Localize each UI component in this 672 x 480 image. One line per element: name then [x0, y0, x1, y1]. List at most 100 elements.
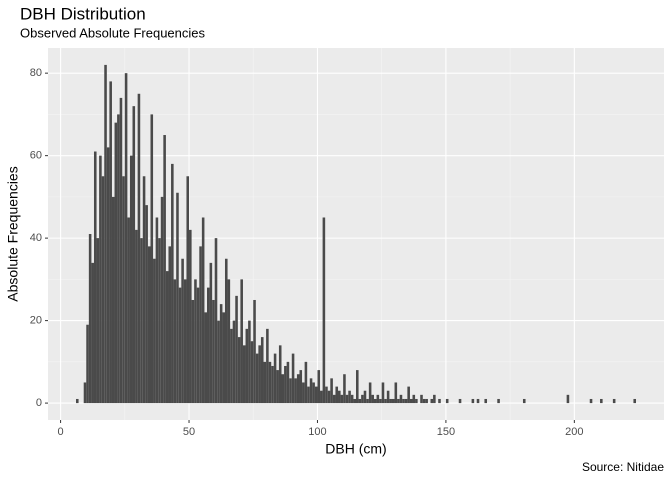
bar	[106, 147, 110, 404]
bar	[386, 390, 390, 404]
bar	[366, 398, 369, 404]
bar	[407, 386, 410, 404]
bar	[217, 320, 220, 404]
bar	[119, 97, 123, 404]
bar	[422, 398, 426, 404]
bar	[201, 217, 205, 404]
bar	[91, 262, 94, 404]
bar	[327, 390, 331, 404]
bar	[338, 390, 341, 404]
bar	[173, 279, 177, 404]
bar	[358, 398, 362, 404]
bar	[240, 279, 243, 404]
bar	[271, 365, 274, 404]
bar	[350, 394, 354, 404]
bar	[332, 394, 336, 404]
bar	[189, 229, 192, 404]
bar	[253, 299, 256, 404]
bar	[224, 258, 228, 404]
bar	[129, 155, 133, 404]
bar	[302, 382, 305, 404]
bar	[633, 398, 636, 404]
bar	[471, 398, 475, 404]
bar	[88, 234, 92, 404]
bar	[101, 176, 105, 404]
bar	[96, 238, 100, 404]
bar	[340, 394, 344, 404]
bar	[612, 398, 616, 404]
y-tick-label: 80	[30, 67, 42, 79]
bar	[204, 312, 208, 404]
bar	[196, 287, 200, 404]
chart-title: DBH Distribution	[20, 4, 146, 23]
bar	[353, 398, 356, 404]
bar	[207, 287, 210, 404]
bar	[86, 324, 89, 404]
bar	[320, 390, 323, 404]
bar	[430, 398, 434, 404]
bar	[522, 398, 526, 404]
x-tick-label: 100	[308, 426, 326, 438]
bar	[194, 279, 197, 404]
bar	[458, 398, 462, 404]
bar	[263, 361, 267, 404]
bar	[124, 73, 128, 404]
bar	[104, 64, 107, 404]
bar	[589, 398, 593, 404]
x-tick-label: 50	[183, 426, 195, 438]
bar	[425, 398, 428, 404]
bar	[165, 271, 169, 404]
bar	[230, 328, 233, 404]
bar	[212, 299, 215, 404]
bar	[307, 386, 310, 404]
bar	[402, 398, 405, 404]
bar	[155, 217, 159, 404]
bar	[330, 378, 333, 404]
bar	[304, 361, 308, 404]
bar	[363, 390, 367, 404]
bar	[381, 382, 385, 404]
bar	[373, 398, 377, 404]
bar	[227, 279, 231, 404]
bar	[99, 155, 102, 404]
bar	[171, 163, 174, 404]
y-tick-label: 20	[30, 315, 42, 327]
bar	[278, 345, 282, 404]
bar	[484, 398, 488, 404]
bar	[476, 398, 480, 404]
bar	[132, 106, 136, 404]
bar	[312, 382, 315, 404]
y-tick-label: 60	[30, 150, 42, 162]
bar	[284, 365, 287, 404]
bar	[273, 353, 277, 404]
bar	[163, 135, 166, 404]
bar	[404, 398, 408, 404]
bar	[176, 192, 179, 404]
bar	[391, 398, 395, 404]
bar	[361, 394, 364, 404]
y-tick-label: 0	[36, 397, 42, 409]
x-tick-label: 0	[58, 426, 64, 438]
x-tick-label: 150	[437, 426, 455, 438]
bar	[248, 320, 251, 404]
bar	[415, 398, 418, 404]
bar	[445, 398, 449, 404]
bar	[255, 353, 259, 404]
bar	[111, 196, 115, 404]
bar	[397, 398, 400, 404]
y-tick-label: 40	[30, 232, 42, 244]
bar	[158, 238, 161, 404]
bar	[379, 398, 382, 404]
bar	[420, 394, 423, 404]
bar	[117, 114, 120, 404]
bar	[258, 345, 261, 404]
bar	[343, 374, 346, 404]
bar	[497, 398, 500, 404]
y-axis-label: Absolute Frequencies	[5, 166, 21, 301]
bar	[566, 394, 570, 404]
bar	[122, 176, 125, 404]
bar	[289, 378, 292, 404]
bar	[394, 382, 398, 404]
bar	[335, 386, 339, 404]
bar	[135, 229, 138, 404]
